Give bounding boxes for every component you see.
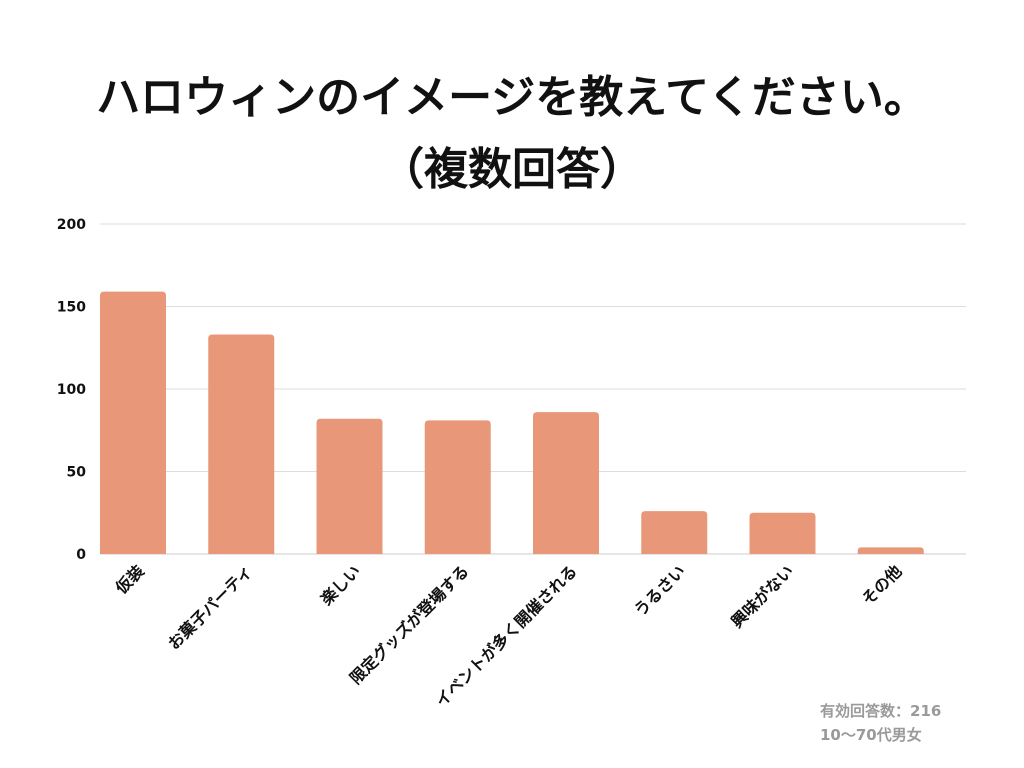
sample-size-note: 有効回答数：216: [820, 702, 942, 720]
y-tick-label: 150: [57, 300, 86, 316]
bar: [316, 418, 383, 554]
y-tick-label: 100: [57, 382, 86, 398]
x-tick-label: 仮装: [111, 561, 148, 598]
x-tick-label: お菓子パーティ: [164, 561, 256, 653]
y-tick-label: 50: [67, 465, 87, 481]
bar: [424, 420, 491, 554]
x-tick-label: うるさい: [630, 561, 689, 620]
chart-title: ハロウィンのイメージを教えてください。: [96, 72, 928, 123]
chart-subtitle: （複数回答）: [380, 144, 644, 195]
x-tick-label: 限定グッズが登場する: [346, 561, 473, 688]
demographic-note: 10〜70代男女: [820, 726, 922, 744]
x-tick-label: その他: [858, 561, 905, 608]
y-tick-label: 0: [76, 547, 86, 563]
x-tick-label: 楽しい: [316, 561, 364, 609]
y-tick-label: 200: [57, 217, 86, 233]
bar: [749, 512, 816, 554]
bar: [533, 412, 599, 554]
x-tick-label: 興味がない: [727, 561, 797, 631]
bar: [641, 511, 708, 554]
bar: [857, 547, 924, 554]
bar: [208, 334, 275, 554]
bar: [100, 291, 166, 554]
